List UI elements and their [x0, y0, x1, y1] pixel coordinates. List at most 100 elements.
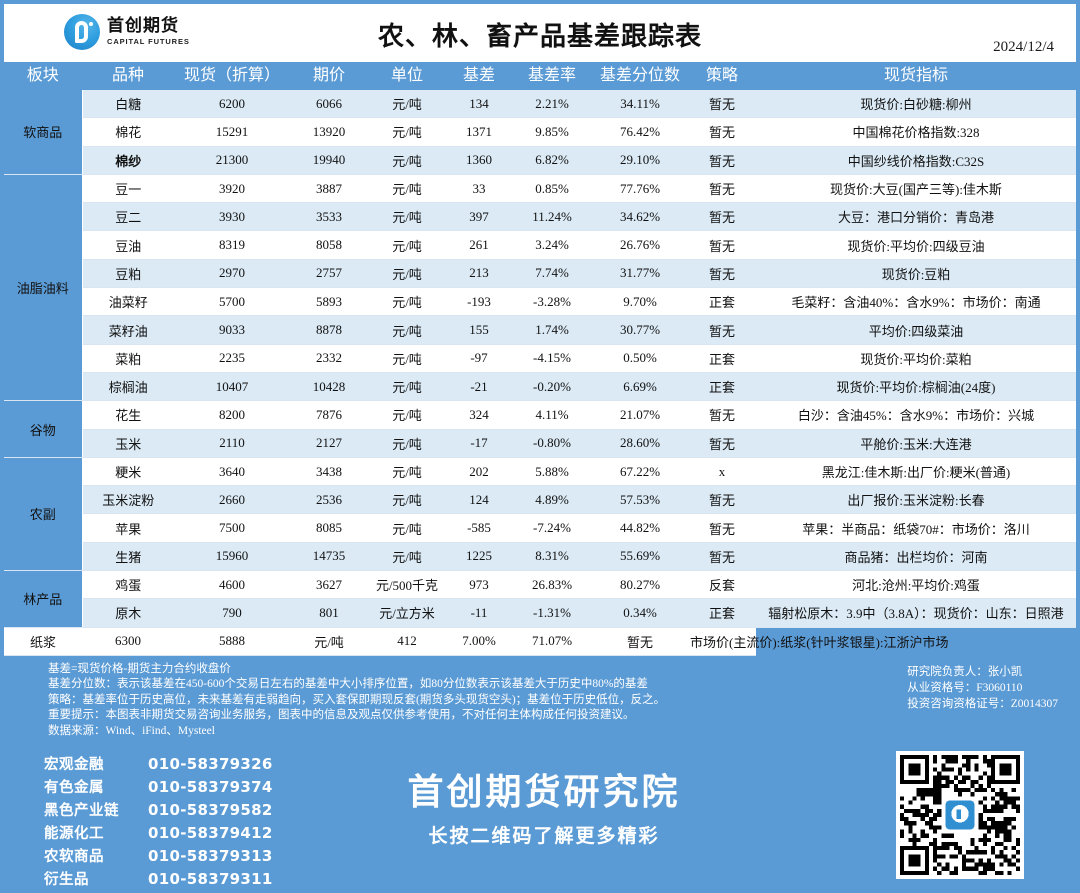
- cell-spot-index: 中国纱线价格指数:C32S: [756, 146, 1076, 175]
- table-row: 豆粕 2970 2757 元/吨 213 7.74% 31.77% 暂无 现货价:豆粕: [4, 259, 1076, 289]
- table-row: 菜粕 2235 2332 元/吨 -97 -4.15% 0.50% 正套 现货价:平均价:菜粕: [4, 344, 1076, 373]
- cell-basis: 973: [446, 570, 512, 600]
- cell-basis: 155: [446, 315, 512, 345]
- contact-phone[interactable]: 010-58379326: [148, 755, 273, 774]
- contact-label: 宏观金融: [44, 757, 104, 774]
- capital-futures-logo-icon: [64, 14, 100, 50]
- cell-basis-pct: 34.62%: [592, 202, 688, 232]
- cell-futures: 3627: [290, 570, 368, 600]
- cell-spot: 2970: [174, 259, 290, 289]
- scan-qr-prompt: 长按二维码了解更多精彩: [428, 825, 660, 848]
- sector-cell: 林产品: [4, 570, 83, 628]
- cell-basis-pct: 80.27%: [592, 570, 688, 600]
- contact-phone[interactable]: 010-58379582: [148, 801, 273, 820]
- cell-spot-index: 毛菜籽：含油40%：含水9%：市场价：南通: [756, 287, 1076, 317]
- cell-futures: 2332: [290, 344, 368, 373]
- table-row: 玉米 2110 2127 元/吨 -17 -0.80% 28.60% 暂无 平舱价:玉米:大连港: [4, 429, 1076, 458]
- cell-basis: 412: [368, 627, 446, 656]
- table-row: 纸浆 6300 5888 元/吨 412 7.00% 71.07% 暂无 市场价(主流价):纸浆…: [4, 627, 1076, 656]
- cell-strategy: 暂无: [688, 202, 756, 232]
- cell-basis: 324: [446, 400, 512, 430]
- cell-unit: 元/吨: [368, 117, 446, 147]
- cell-spot-index: 出厂报价:玉米淀粉:长春: [756, 485, 1076, 515]
- cell-unit: 元/吨: [368, 485, 446, 515]
- col-header-spot: 现货（折算）: [174, 62, 291, 90]
- cell-spot-index: 市场价(主流价):纸浆(针叶浆银星):江浙沪市场: [688, 627, 949, 656]
- cell-basis-rate: 4.11%: [512, 400, 592, 430]
- cell-unit: 元/吨: [368, 429, 446, 458]
- table-row: 豆二 3930 3533 元/吨 397 11.24% 34.62% 暂无 大豆：港口分销价：青…: [4, 202, 1076, 232]
- notes-section: 基差=现货价格-期货主力合约收盘价 基差分位数：表示该基差在450-600个交易日…: [4, 655, 1076, 744]
- cell-basis-rate: 0.85%: [512, 174, 592, 204]
- table-row: 玉米淀粉 2660 2536 元/吨 124 4.89% 57.53% 暂无 出厂报价:玉米淀粉…: [4, 485, 1076, 515]
- cell-variety: 粳米: [82, 457, 174, 487]
- cell-spot-index: 河北:沧州:平均价:鸡蛋: [756, 570, 1076, 600]
- cell-spot-index: 现货价:平均价:棕榈油(24度): [756, 372, 1076, 402]
- note-line: 基差分位数：表示该基差在450-600个交易日左右的基差中大小排序位置，如80分…: [48, 678, 648, 691]
- cell-futures: 2127: [290, 429, 368, 458]
- table-row: 菜籽油 9033 8878 元/吨 155 1.74% 30.77% 暂无 平均价:四级菜油: [4, 315, 1076, 345]
- cell-basis: 1371: [446, 117, 512, 147]
- cell-basis-rate: 7.00%: [446, 627, 512, 656]
- cell-strategy: 暂无: [688, 230, 756, 260]
- cell-spot: 21300: [174, 146, 290, 175]
- cell-strategy: 暂无: [688, 259, 756, 289]
- contact-phone[interactable]: 010-58379412: [148, 824, 273, 843]
- cell-strategy: 暂无: [592, 627, 688, 656]
- contact-label: 能源化工: [44, 826, 104, 843]
- cell-strategy: 正套: [688, 598, 756, 628]
- qr-code-image: [900, 755, 1020, 876]
- cell-spot: 8200: [174, 400, 290, 430]
- cell-spot: 6300: [82, 627, 174, 656]
- cell-basis-rate: -4.15%: [512, 344, 592, 373]
- cell-basis: 124: [446, 485, 512, 515]
- cell-basis: -17: [446, 429, 512, 458]
- cell-unit: 元/吨: [368, 400, 446, 430]
- cell-strategy: 暂无: [688, 513, 756, 543]
- cell-futures: 3533: [290, 202, 368, 232]
- notes-text: 基差=现货价格-期货主力合约收盘价 基差分位数：表示该基差在450-600个交易日…: [4, 662, 1076, 740]
- contact-phone[interactable]: 010-58379374: [148, 778, 273, 797]
- cell-basis-rate: 26.83%: [512, 570, 592, 600]
- cell-variety: 鸡蛋: [82, 570, 174, 600]
- qr-code[interactable]: [896, 751, 1024, 880]
- note-line: 重要提示：本图表非期货交易咨询业务服务，图表中的信息及观点仅供参考使用，不对任何…: [48, 709, 635, 722]
- table-row: 软商品 白糖 6200 6066 元/吨 134 2.21% 34.11% 暂无 现货价:白砂糖:…: [4, 90, 1076, 175]
- cell-variety: 棉纱: [82, 146, 174, 175]
- page-root: 首创期货 CAPITAL FUTURES 农、林、畜产品基差跟踪表 2024/1…: [4, 4, 1077, 889]
- contact-phone[interactable]: 010-58379311: [148, 870, 273, 889]
- cell-unit: 元/吨: [368, 202, 446, 232]
- cell-variety: 豆油: [82, 230, 174, 260]
- cell-spot: 9033: [174, 315, 290, 345]
- cell-spot-index: 辐射松原木：3.9中（3.8A）：现货价：山东：日照港: [756, 598, 1076, 628]
- cell-futures: 3438: [290, 457, 368, 487]
- cell-strategy: 暂无: [688, 315, 756, 345]
- cell-futures: 13920: [290, 117, 368, 147]
- page-title: 农、林、畜产品基差跟踪表: [377, 22, 702, 52]
- cell-unit: 元/吨: [368, 457, 446, 487]
- research-institute-title: 首创期货研究院: [407, 772, 681, 814]
- contact-row: 衍生品 010-58379311: [44, 868, 273, 889]
- cell-unit: 元/吨: [368, 230, 446, 260]
- contact-label: 有色金属: [44, 780, 104, 797]
- cell-spot-index: 大豆：港口分销价：青岛港: [756, 202, 1076, 232]
- cell-strategy: 暂无: [688, 117, 756, 147]
- cell-spot: 15960: [174, 542, 290, 572]
- cell-basis-pct: 44.82%: [592, 513, 688, 543]
- cell-strategy: 正套: [688, 287, 756, 317]
- cell-variety: 油菜籽: [82, 287, 174, 317]
- sector-cell: 谷物: [4, 400, 83, 458]
- cell-basis-pct: 0.34%: [592, 598, 688, 628]
- cell-variety: 生猪: [82, 542, 174, 572]
- cell-variety: 苹果: [82, 513, 174, 543]
- contact-phone[interactable]: 010-58379313: [148, 847, 273, 866]
- table-row: 豆油 8319 8058 元/吨 261 3.24% 26.76% 暂无 现货价:平均价:四级豆…: [4, 230, 1076, 260]
- brand-logo: 首创期货 CAPITAL FUTURES: [64, 14, 190, 50]
- cell-unit: 元/吨: [368, 174, 446, 204]
- credit-line: 从业资格号：F3060110: [907, 681, 1023, 694]
- cell-spot-index: 现货价:豆粕: [756, 259, 1076, 289]
- col-header-sector: 板块: [4, 62, 83, 90]
- cell-variety: 豆一: [82, 174, 174, 204]
- cell-unit: 元/吨: [290, 627, 368, 656]
- col-header-futures: 期价: [290, 62, 369, 90]
